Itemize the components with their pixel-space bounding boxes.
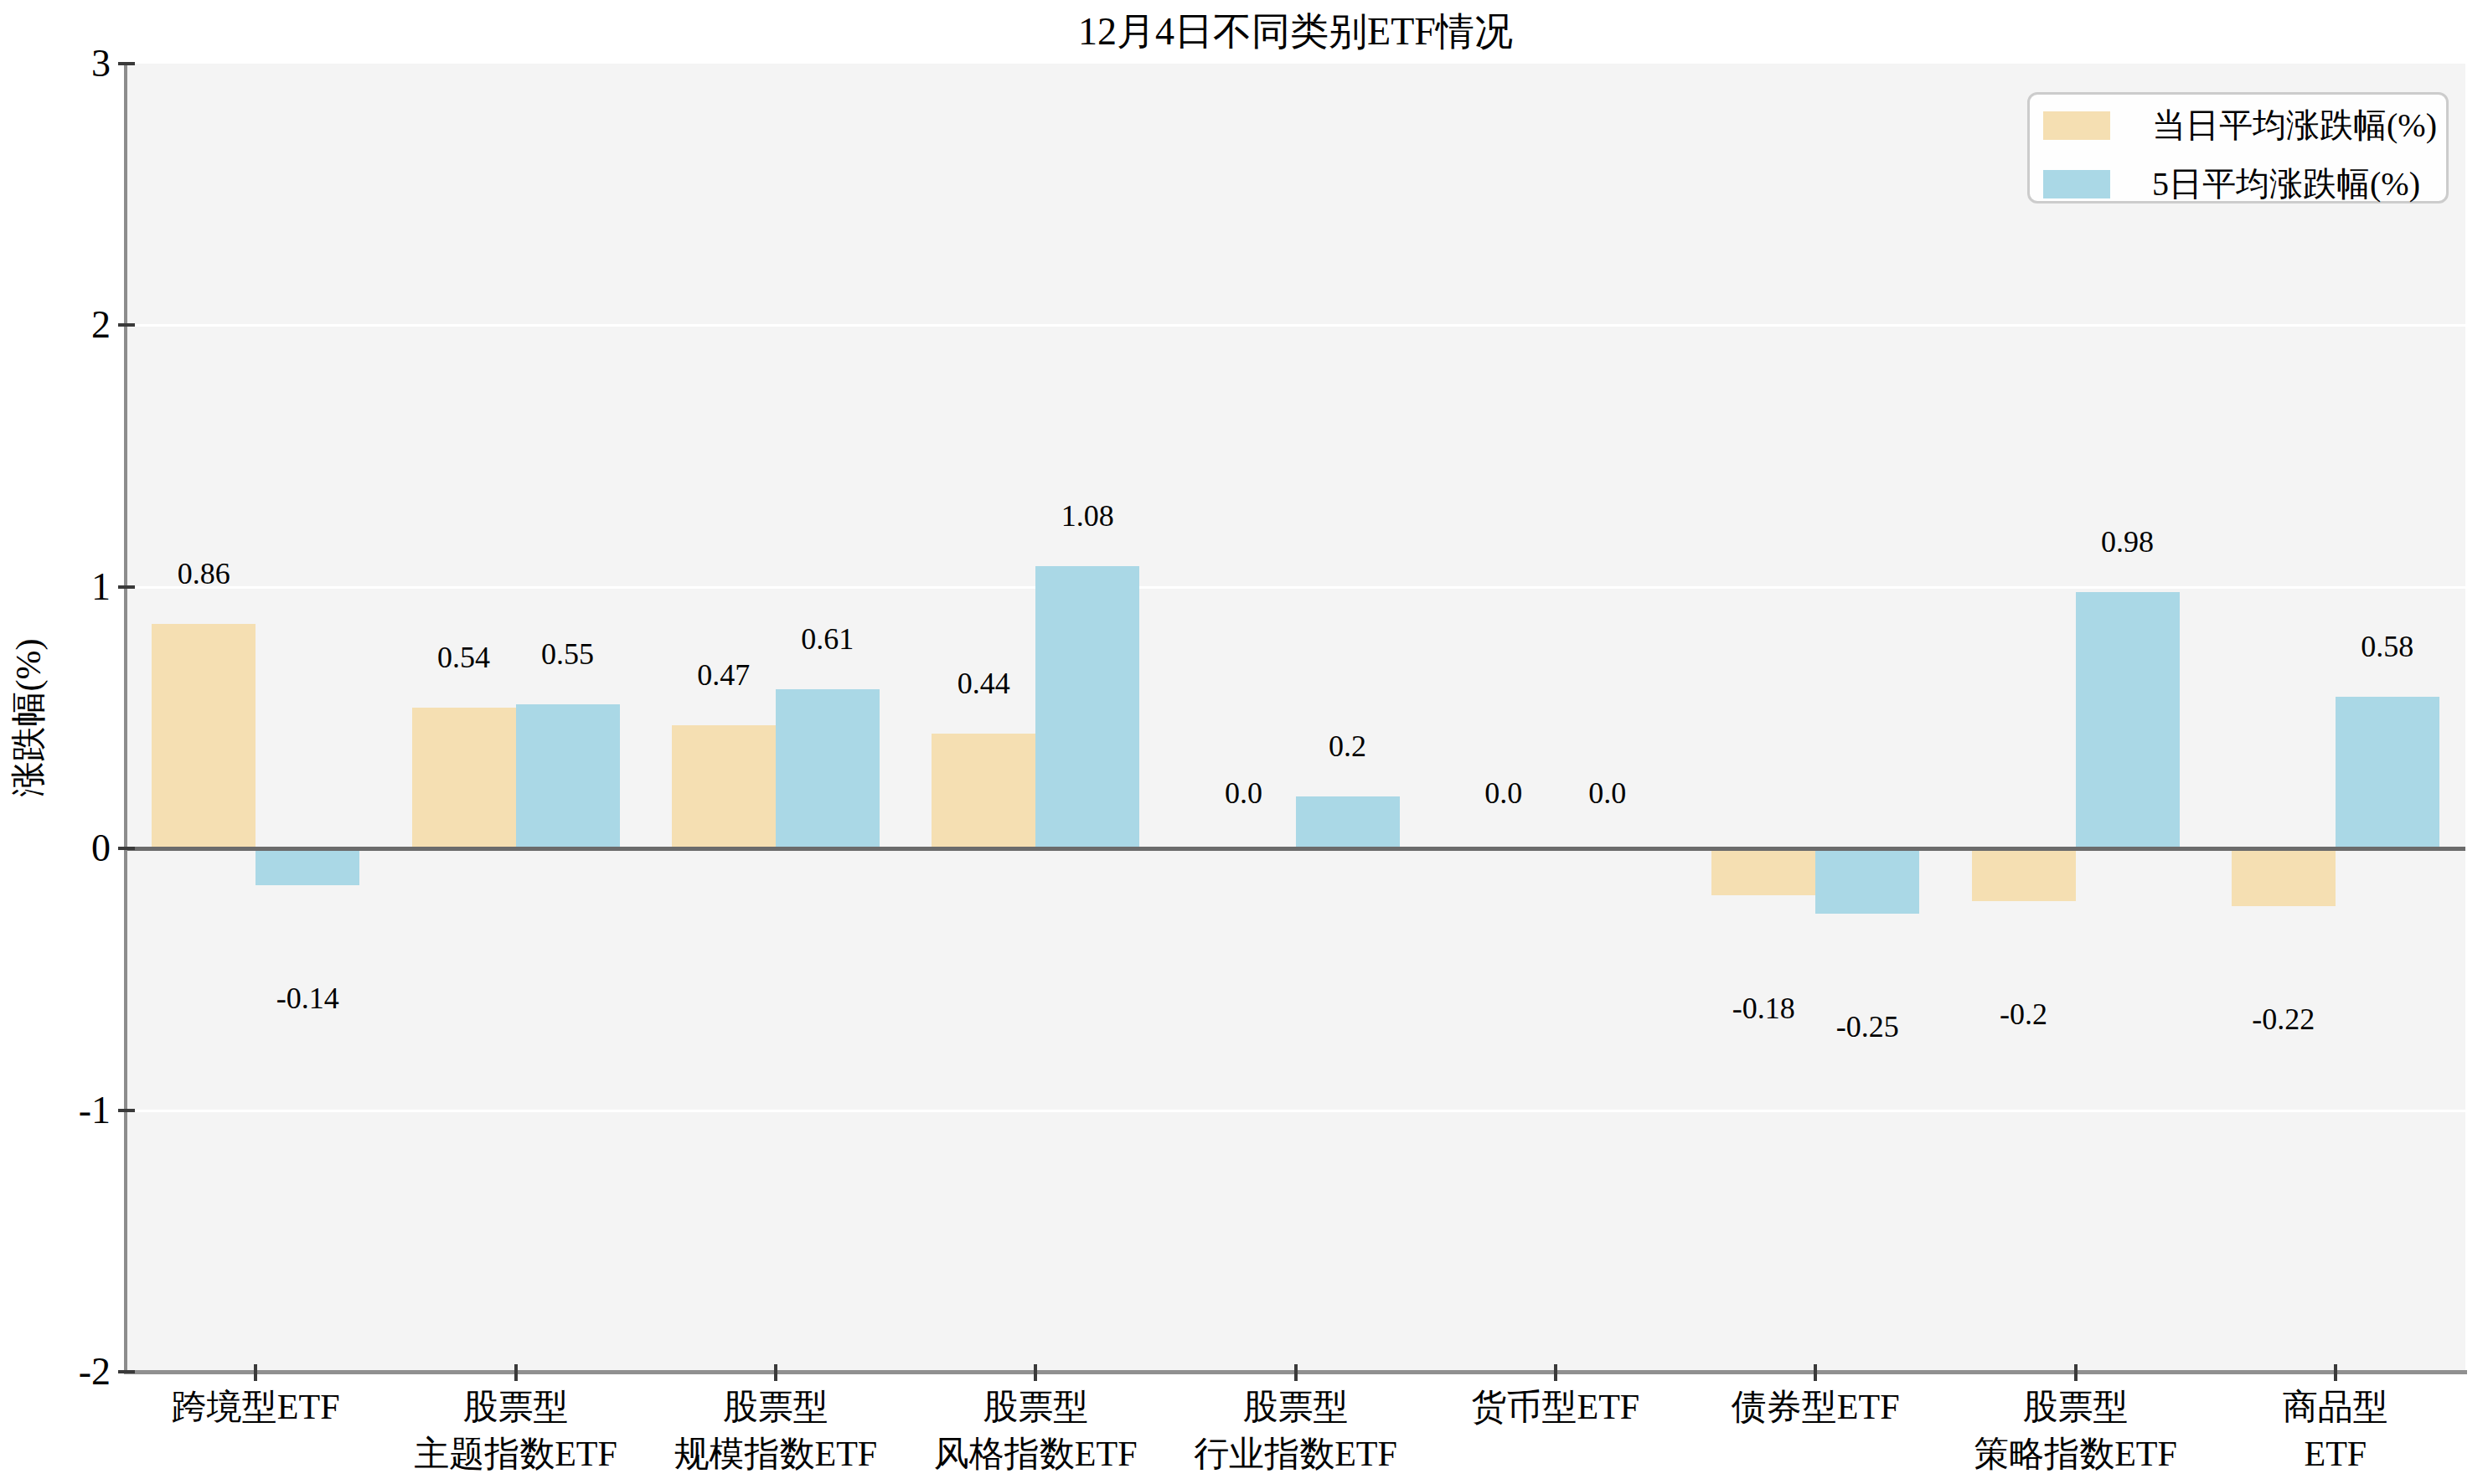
plot-area <box>126 64 2465 1372</box>
bar-daily <box>2232 848 2336 906</box>
y-tick <box>118 62 135 65</box>
y-tick <box>118 847 135 850</box>
legend-swatch-5day <box>2043 170 2110 198</box>
x-tick <box>1034 1364 1037 1381</box>
x-tick-label: 股票型 风格指数ETF <box>934 1384 1138 1477</box>
x-tick <box>2074 1364 2078 1381</box>
x-tick <box>774 1364 777 1381</box>
legend-label-5day: 5日平均涨跌幅(%) <box>2152 167 2420 201</box>
bar-daily <box>412 708 516 849</box>
bar-daily <box>932 734 1035 848</box>
value-label: 0.98 <box>2101 524 2154 559</box>
bar-5day <box>2336 697 2439 848</box>
bar-5day <box>1035 566 1139 848</box>
bar-5day <box>1296 796 1400 848</box>
bar-5day <box>1815 848 1919 914</box>
x-tick <box>1294 1364 1298 1381</box>
legend-row-daily: 当日平均涨跌幅(%) <box>2043 111 2437 141</box>
value-label: 0.0 <box>1588 775 1626 811</box>
x-tick <box>1554 1364 1557 1381</box>
gridline <box>126 324 2465 327</box>
bar-daily <box>1972 848 2076 900</box>
x-tick-label: 股票型 行业指数ETF <box>1194 1384 1397 1477</box>
y-tick-label: -1 <box>0 1091 111 1130</box>
value-label: 0.47 <box>697 657 750 693</box>
legend-label-daily: 当日平均涨跌幅(%) <box>2152 109 2437 142</box>
value-label: -0.14 <box>276 981 339 1016</box>
y-tick-label: -2 <box>0 1353 111 1391</box>
x-tick-label: 股票型 策略指数ETF <box>1974 1384 2177 1477</box>
value-label: 0.61 <box>801 621 854 657</box>
value-label: 0.44 <box>958 666 1010 701</box>
gridline <box>126 586 2465 589</box>
x-tick-label: 股票型 规模指数ETF <box>674 1384 877 1477</box>
y-axis-label: 涨跌幅(%) <box>10 609 47 827</box>
value-label: 0.0 <box>1484 775 1522 811</box>
y-axis-spine <box>124 64 127 1374</box>
x-tick <box>254 1364 257 1381</box>
gridline <box>126 1110 2465 1112</box>
legend-row-5day: 5日平均涨跌幅(%) <box>2043 169 2420 199</box>
y-tick-label: 0 <box>0 829 111 868</box>
x-tick-label: 货币型ETF <box>1471 1384 1639 1430</box>
y-tick <box>118 585 135 589</box>
bar-5day <box>776 689 880 849</box>
x-tick-label: 债券型ETF <box>1732 1384 1900 1430</box>
legend-swatch-daily <box>2043 111 2110 140</box>
x-tick-label: 股票型 主题指数ETF <box>414 1384 617 1477</box>
value-label: 0.0 <box>1225 775 1262 811</box>
value-label: -0.25 <box>1836 1009 1899 1044</box>
bar-daily <box>672 725 776 848</box>
value-label: -0.18 <box>1732 991 1795 1026</box>
value-label: -0.22 <box>2252 1002 2315 1037</box>
value-label: 0.86 <box>178 556 230 591</box>
y-tick <box>118 1370 135 1373</box>
legend: 当日平均涨跌幅(%) 5日平均涨跌幅(%) <box>2027 92 2449 204</box>
y-tick-label: 2 <box>0 306 111 344</box>
x-tick <box>1814 1364 1817 1381</box>
value-label: 1.08 <box>1061 498 1114 533</box>
value-label: -0.2 <box>2000 997 2047 1032</box>
bar-5day <box>2076 592 2180 848</box>
x-tick-label: 跨境型ETF <box>172 1384 340 1430</box>
zero-line <box>126 847 2465 851</box>
y-tick <box>118 323 135 327</box>
x-tick-label: 商品型ETF <box>2259 1384 2412 1477</box>
value-label: 0.2 <box>1329 729 1366 764</box>
bar-daily <box>1711 848 1815 895</box>
y-tick-label: 3 <box>0 44 111 83</box>
y-tick <box>118 1109 135 1112</box>
bar-5day <box>516 704 620 848</box>
value-label: 0.55 <box>541 636 594 672</box>
etf-bar-chart-figure: 12月4日不同类别ETF情况 涨跌幅(%) 3 2 1 0 -1 -2 跨境型ETF 股票型 … <box>0 0 2488 1484</box>
chart-title: 12月4日不同类别ETF情况 <box>126 8 2465 55</box>
bar-daily <box>152 624 256 849</box>
x-tick <box>514 1364 518 1381</box>
y-tick-label: 1 <box>0 568 111 606</box>
value-label: 0.54 <box>437 640 490 675</box>
x-tick <box>2334 1364 2337 1381</box>
value-label: 0.58 <box>2361 629 2413 664</box>
bar-5day <box>256 848 359 885</box>
